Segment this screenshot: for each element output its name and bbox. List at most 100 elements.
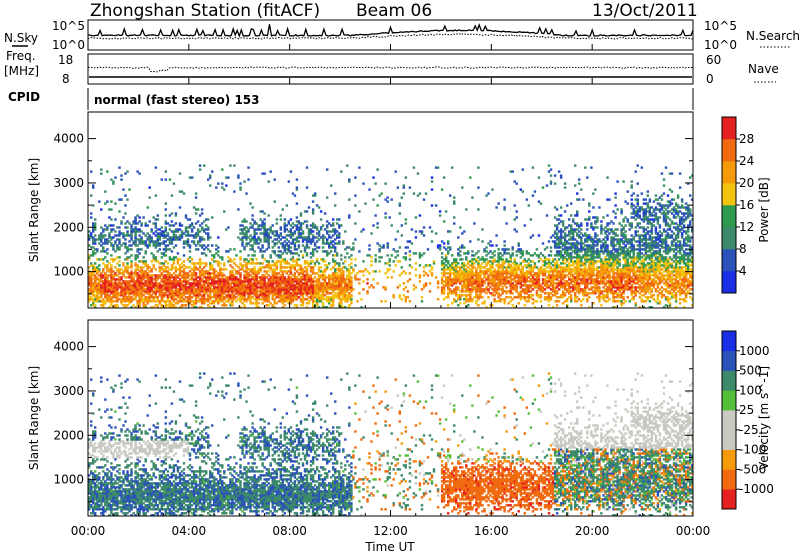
power-cell	[207, 272, 210, 275]
power-cell	[112, 296, 115, 299]
power-cell	[374, 270, 377, 273]
power-cell	[566, 298, 569, 301]
power-cell	[549, 296, 553, 299]
power-cell	[134, 280, 137, 283]
power-cell	[555, 290, 559, 293]
power-cell	[217, 294, 220, 297]
power-cell	[120, 286, 123, 289]
power-cell	[495, 272, 498, 275]
power-cell	[319, 296, 323, 299]
power-cell	[170, 276, 174, 279]
power-cell	[188, 270, 192, 273]
power-cell	[178, 238, 182, 241]
power-cell	[559, 284, 563, 287]
power-cell	[555, 262, 559, 265]
power-cell	[513, 270, 516, 273]
power-cell	[285, 252, 289, 255]
power-cell	[568, 234, 571, 237]
power-cell	[301, 298, 305, 301]
power-cell	[227, 226, 230, 229]
power-cell	[269, 228, 272, 231]
power-cell	[568, 266, 571, 269]
power-cell	[200, 222, 204, 225]
power-cell	[311, 278, 315, 281]
power-cell	[543, 278, 547, 281]
power-cell	[136, 276, 139, 279]
power-cell	[243, 276, 246, 279]
power-cell	[92, 266, 95, 269]
power-cell	[531, 268, 535, 271]
power-cell	[196, 234, 200, 237]
power-cell	[205, 270, 208, 273]
power-cell	[505, 290, 508, 293]
power-cell	[265, 272, 268, 275]
power-cell	[116, 294, 119, 297]
power-cell	[235, 284, 238, 287]
power-cell	[334, 268, 337, 271]
power-cell	[299, 304, 303, 307]
power-cell	[563, 268, 567, 271]
power-cell	[249, 290, 252, 293]
power-cell	[120, 178, 123, 181]
power-cell	[184, 226, 188, 229]
power-cell	[241, 266, 244, 269]
power-cell	[156, 244, 160, 247]
power-cell	[261, 172, 264, 175]
power-cell	[469, 280, 472, 283]
power-cell	[491, 244, 494, 247]
power-cell	[517, 250, 520, 253]
power-cell	[557, 282, 561, 285]
power-cell	[305, 278, 309, 281]
power-cell	[144, 300, 147, 303]
date-title: 13/Oct/2011	[592, 1, 698, 21]
power-cell	[561, 268, 565, 271]
power-cell	[110, 276, 113, 279]
power-cell	[485, 288, 488, 291]
power-cell	[563, 228, 567, 231]
power-cell	[110, 258, 113, 261]
power-cell	[251, 226, 254, 229]
power-cell	[277, 282, 281, 285]
power-cell	[499, 278, 502, 281]
power-cell	[330, 274, 333, 277]
power-cell	[555, 232, 559, 235]
power-cell	[289, 258, 293, 261]
power-cell	[285, 298, 289, 301]
power-cell	[289, 286, 293, 289]
power-cell	[285, 296, 289, 299]
power-cell	[271, 292, 274, 295]
power-cell	[174, 290, 178, 293]
power-cell	[259, 238, 262, 241]
power-cell	[489, 250, 492, 253]
power-cell	[213, 300, 216, 303]
power-cell	[507, 282, 510, 285]
power-cell	[283, 246, 287, 249]
power-cell	[190, 290, 194, 293]
power-cell	[305, 252, 309, 255]
power-cell	[90, 276, 93, 279]
power-cell	[570, 286, 573, 289]
power-cell	[158, 236, 162, 239]
power-cell	[574, 238, 577, 241]
power-cell	[517, 266, 520, 269]
power-cell	[507, 260, 510, 263]
power-cell	[453, 258, 456, 261]
power-cell	[205, 298, 208, 301]
power-cell	[449, 194, 452, 197]
power-cell	[380, 246, 383, 249]
power-cell	[295, 292, 299, 295]
power-cell	[162, 280, 166, 283]
power-cell	[281, 278, 285, 281]
power-cell	[138, 306, 141, 309]
power-cell	[547, 280, 551, 283]
power-cell	[326, 288, 329, 291]
power-cell	[483, 274, 486, 277]
power-cell	[499, 276, 502, 279]
power-cell	[291, 288, 295, 291]
power-cell	[94, 218, 97, 221]
power-cell	[136, 274, 139, 277]
power-cell	[287, 234, 291, 237]
power-cell	[570, 290, 573, 293]
power-cell	[344, 306, 347, 309]
power-cell	[465, 270, 468, 273]
